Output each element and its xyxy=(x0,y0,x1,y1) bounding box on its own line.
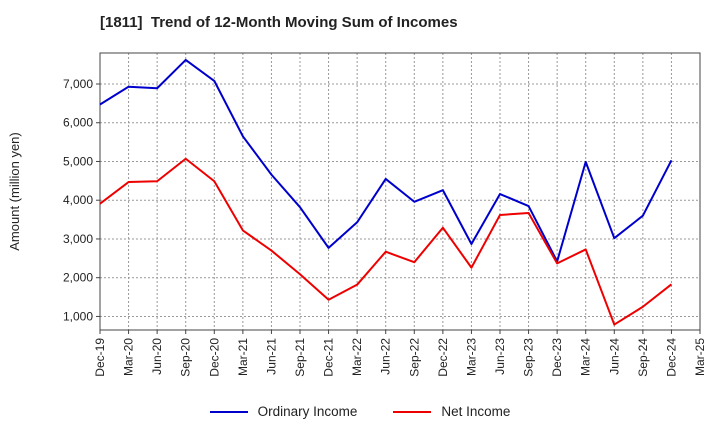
chart-title: [1811] Trend of 12-Month Moving Sum of I… xyxy=(100,14,458,31)
legend-label-net-income: Net Income xyxy=(441,404,511,419)
y-tick-label: 6,000 xyxy=(63,116,93,130)
x-tick-label: Jun-23 xyxy=(493,338,507,375)
y-tick-label: 2,000 xyxy=(63,271,93,285)
y-tick-label: 7,000 xyxy=(63,77,93,91)
x-tick-label: Mar-20 xyxy=(122,338,136,376)
legend-swatch-ordinary-income xyxy=(209,410,248,413)
x-tick-label: Dec-20 xyxy=(207,338,221,377)
y-tick-label: 1,000 xyxy=(63,309,93,323)
x-tick-label: Dec-23 xyxy=(550,338,564,377)
x-tick-label: Mar-23 xyxy=(464,338,478,376)
legend-swatch-net-income xyxy=(393,410,432,413)
y-ticks: 1,000 2,000 3,000 4,000 5,000 6,000 7,000 xyxy=(63,77,100,323)
x-tick-label: Dec-21 xyxy=(322,338,336,377)
y-tick-label: 3,000 xyxy=(63,232,93,246)
x-tick-label: Mar-22 xyxy=(350,338,364,376)
x-tick-label: Mar-21 xyxy=(236,338,250,376)
x-tick-label: Mar-24 xyxy=(579,338,593,376)
y-axis-label: Amount (million yen) xyxy=(7,132,22,251)
x-tick-label: Dec-19 xyxy=(93,338,107,377)
series-layer xyxy=(99,58,673,326)
grid-layer xyxy=(100,53,700,330)
series-line-net-income xyxy=(99,157,673,326)
x-tick-label: Sep-22 xyxy=(407,338,421,377)
x-tick-label: Jun-22 xyxy=(379,338,393,375)
x-tick-label: Dec-24 xyxy=(664,338,678,377)
x-tick-label: Mar-25 xyxy=(693,338,707,376)
x-tick-label: Jun-21 xyxy=(264,338,278,375)
y-tick-label: 5,000 xyxy=(63,154,93,168)
legend-label-ordinary-income: Ordinary Income xyxy=(257,404,358,419)
plot-frame xyxy=(99,52,701,331)
x-tick-label: Jun-24 xyxy=(607,338,621,375)
x-ticks: Dec-19 Mar-20 Jun-20 Sep-20 Dec-20 Mar-21 Jun-… xyxy=(93,330,707,377)
x-tick-label: Sep-23 xyxy=(522,338,536,377)
legend-item-net-income: Net Income xyxy=(393,404,510,419)
x-tick-label: Sep-20 xyxy=(179,338,193,377)
x-tick-label: Dec-22 xyxy=(436,338,450,377)
x-tick-label: Sep-24 xyxy=(636,338,650,377)
x-tick-label: Jun-20 xyxy=(150,338,164,375)
series-line-ordinary-income xyxy=(99,58,673,263)
x-tick-label: Sep-21 xyxy=(293,338,307,377)
legend: Ordinary Income Net Income xyxy=(0,404,720,419)
y-tick-label: 4,000 xyxy=(63,193,93,207)
legend-item-ordinary-income: Ordinary Income xyxy=(209,404,358,419)
